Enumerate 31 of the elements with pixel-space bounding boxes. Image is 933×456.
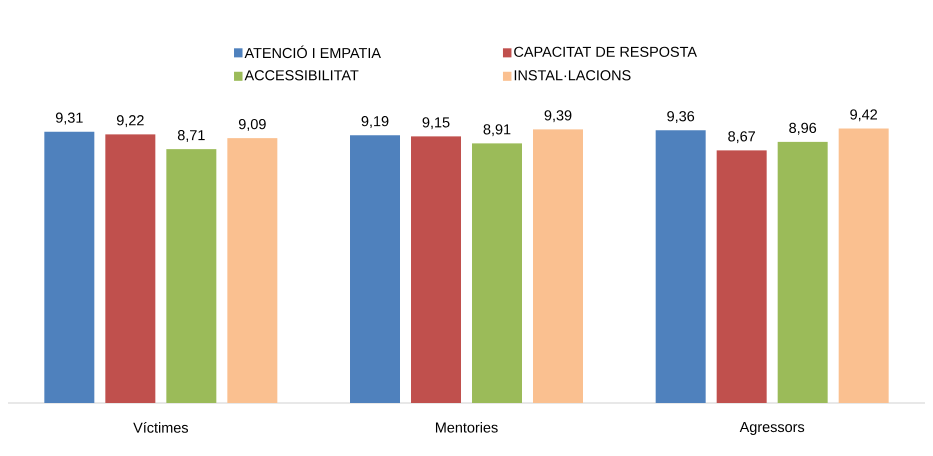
data-label: 8,91 (484, 124, 510, 136)
bar (411, 136, 462, 403)
bar (533, 129, 584, 403)
data-label: 9,39 (544, 110, 572, 122)
bar (44, 132, 94, 403)
data-label: 9,42 (850, 109, 878, 122)
bar (838, 128, 889, 403)
data-label: 9,31 (56, 112, 83, 124)
data-label: 9,36 (667, 111, 694, 124)
data-label: 8,71 (178, 130, 205, 142)
legend-label: ATENCIÓ I EMPATIA (244, 45, 381, 58)
data-label: 9,22 (116, 115, 144, 128)
bar (778, 142, 828, 403)
x-tick-label: Víctimes (133, 422, 188, 433)
x-tick-label: Agressors (740, 422, 804, 435)
data-label: 9,19 (362, 116, 388, 128)
bar (656, 130, 706, 403)
bar (350, 135, 400, 403)
x-tick-label: Mentories (436, 422, 498, 433)
bar (227, 138, 278, 403)
bar (166, 149, 216, 403)
legend-label: CAPACITAT DE RESPOSTA (514, 46, 697, 57)
legend-label: INSTAL·LACIONS (514, 70, 631, 80)
bar (472, 143, 522, 403)
bar (105, 134, 156, 403)
legend-label: ACCESSIBILITAT (244, 70, 358, 80)
bar (716, 150, 767, 403)
data-label: 8,96 (789, 122, 816, 135)
data-label: 8,67 (728, 131, 756, 144)
data-label: 9,09 (238, 118, 266, 131)
data-label: 9,15 (422, 117, 450, 130)
